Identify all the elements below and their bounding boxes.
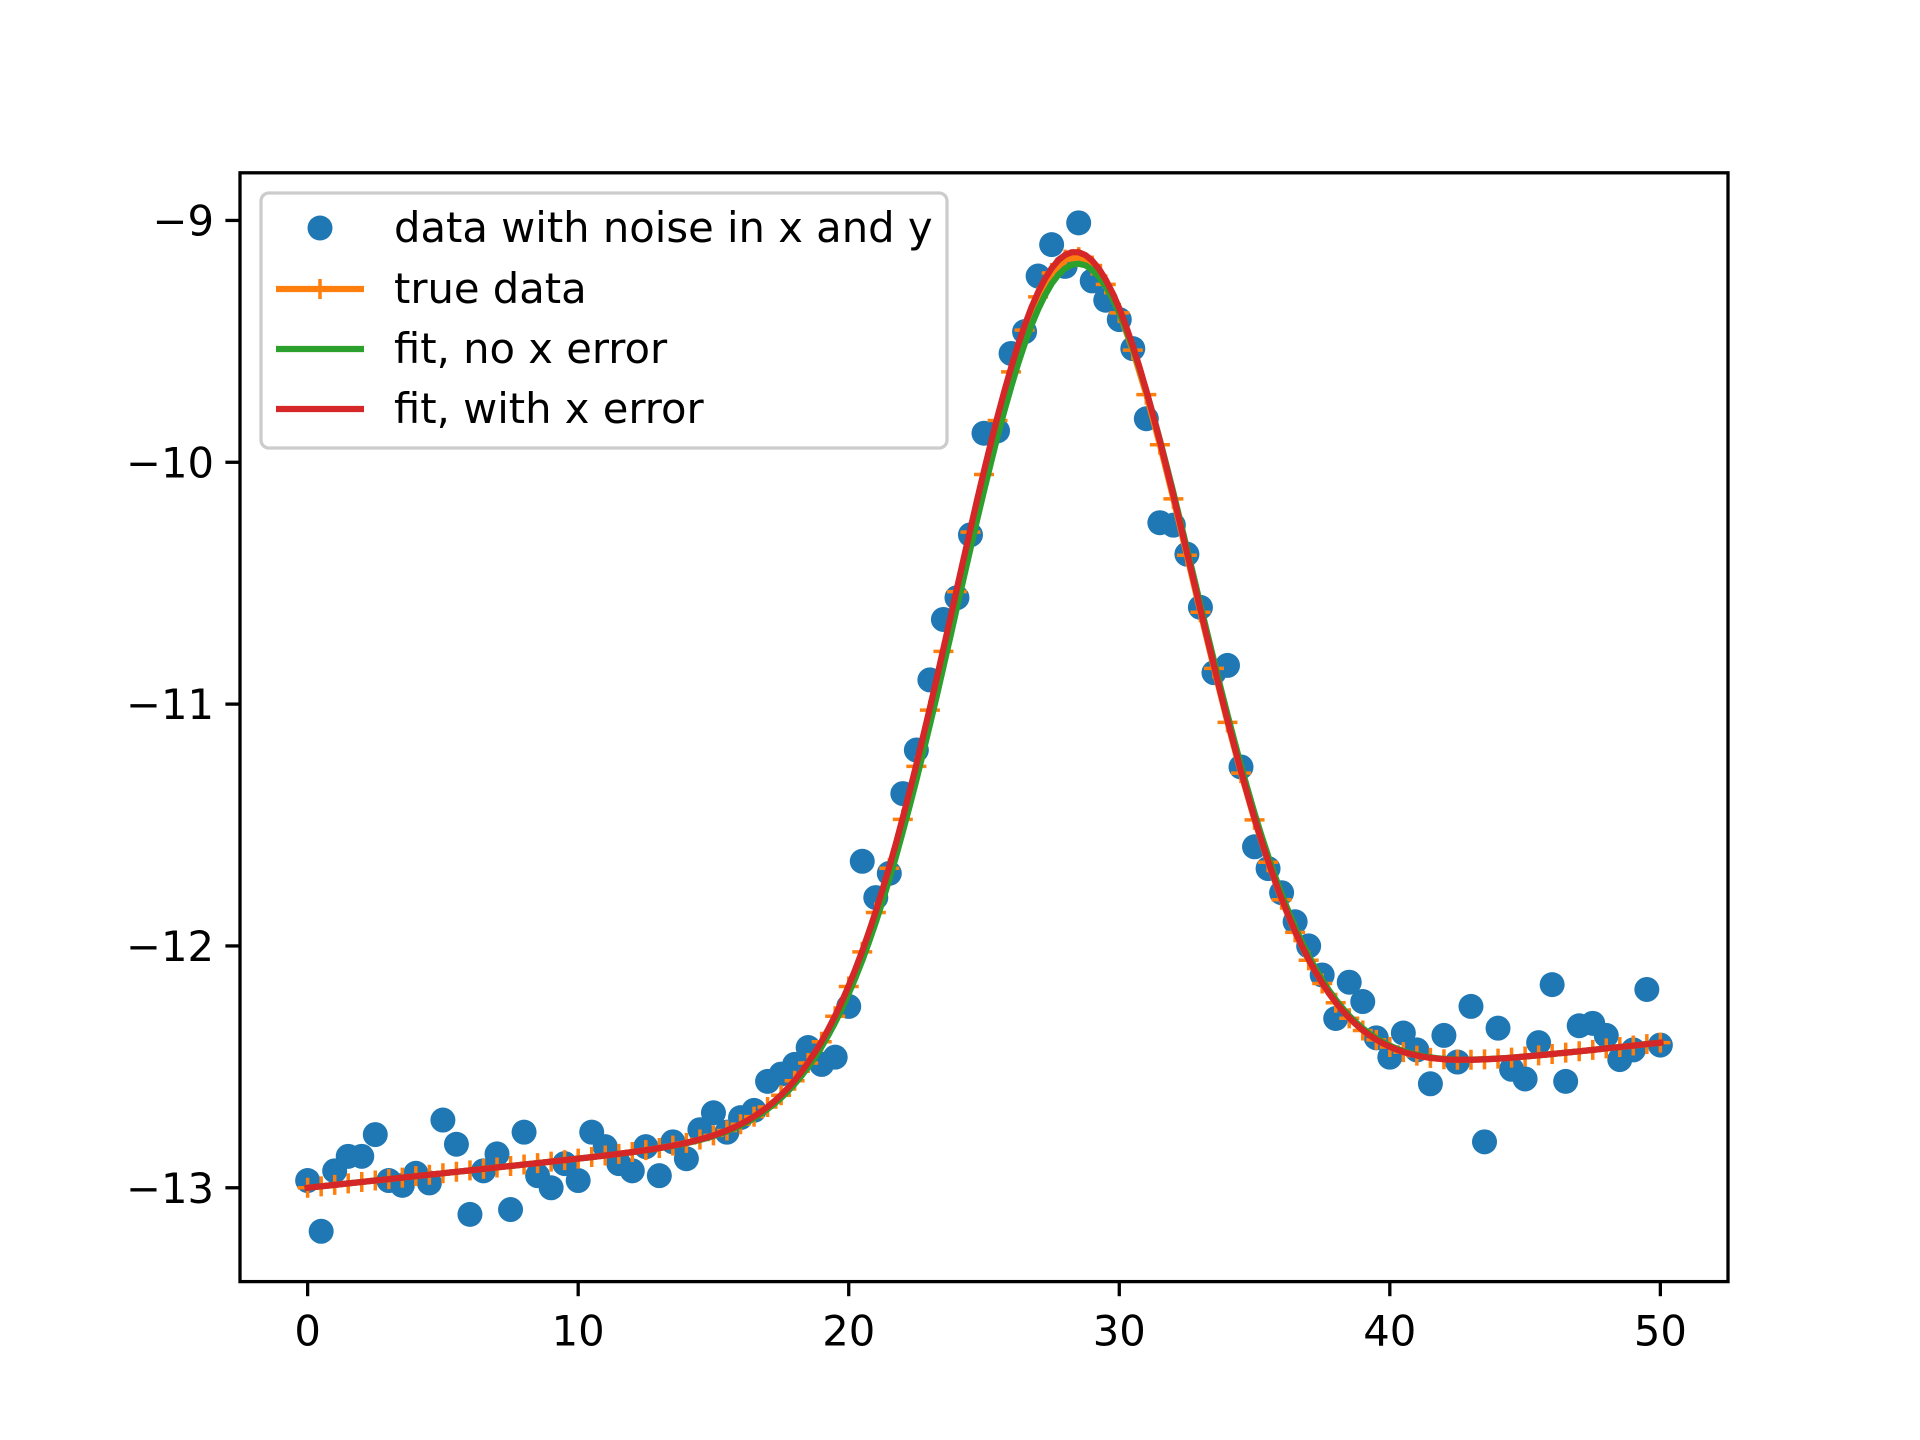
data-point — [349, 1143, 375, 1169]
data-point — [1539, 972, 1565, 998]
legend-label: fit, with x error — [394, 384, 705, 433]
data-point — [1634, 976, 1660, 1002]
legend-box — [259, 191, 949, 450]
data-point — [538, 1175, 564, 1201]
legend-label: fit, no x error — [394, 324, 668, 373]
data-point — [822, 1044, 848, 1070]
data-point — [1390, 1020, 1416, 1046]
legend-label: true data — [394, 264, 587, 313]
data-point — [565, 1168, 591, 1194]
data-point — [1214, 652, 1240, 678]
data-point — [362, 1122, 388, 1148]
legend-marker-plus — [310, 279, 330, 299]
x-tick-label: 30 — [1093, 1307, 1146, 1356]
data-point — [1336, 969, 1362, 995]
series-line-fit-with-x-error — [304, 249, 1664, 1192]
x-tick-label: 20 — [822, 1307, 875, 1356]
y-axis: −9 −10 −11 −12 −13 — [126, 196, 240, 1213]
data-point — [1593, 1022, 1619, 1048]
y-tick-label: −12 — [126, 922, 214, 971]
data-point — [1553, 1068, 1579, 1094]
axes-frame — [238, 171, 1730, 1284]
data-point — [619, 1158, 645, 1184]
data-point — [498, 1197, 524, 1223]
data-point — [700, 1100, 726, 1126]
data-point — [430, 1107, 456, 1133]
data-point — [1350, 989, 1376, 1015]
data-point — [1472, 1129, 1498, 1155]
y-tick-label: −11 — [126, 680, 214, 729]
data-point — [1066, 210, 1092, 236]
x-tick-label: 50 — [1634, 1307, 1687, 1356]
data-point — [646, 1163, 672, 1189]
x-tick-label: 10 — [552, 1307, 605, 1356]
data-point — [1485, 1015, 1511, 1041]
y-tick-label: −10 — [126, 438, 214, 487]
data-point — [673, 1146, 699, 1172]
y-tick-label: −13 — [126, 1164, 214, 1213]
data-point — [484, 1141, 510, 1167]
data-point — [1417, 1071, 1443, 1097]
data-point — [1526, 1030, 1552, 1056]
data-point — [1039, 232, 1065, 258]
data-point — [1431, 1022, 1457, 1048]
legend: data with noise in x and y true data fit, … — [259, 191, 949, 450]
y-tick-label: −9 — [153, 196, 214, 245]
x-axis: 0 10 20 30 40 50 — [294, 1281, 1687, 1356]
plot-area — [295, 210, 1673, 1244]
x-tick-label: 40 — [1363, 1307, 1416, 1356]
legend-marker-scatter — [307, 215, 333, 241]
data-point — [457, 1201, 483, 1227]
data-point — [1458, 993, 1484, 1019]
legend-label: data with noise in x and y — [394, 203, 933, 252]
data-point — [511, 1119, 537, 1145]
data-point — [443, 1131, 469, 1157]
data-point — [308, 1218, 334, 1244]
x-tick-label: 0 — [294, 1307, 321, 1356]
data-point — [849, 848, 875, 874]
data-point — [1512, 1066, 1538, 1092]
